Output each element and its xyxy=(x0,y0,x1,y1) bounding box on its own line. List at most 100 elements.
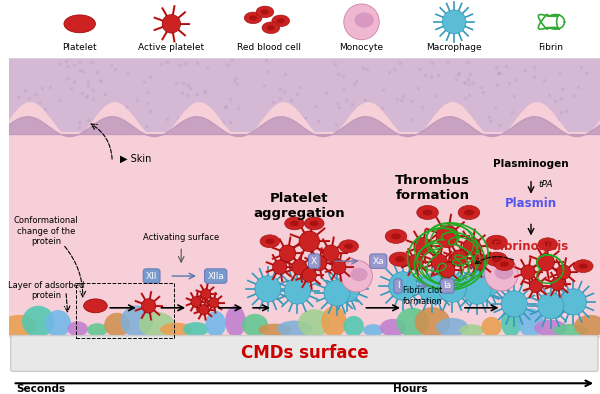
Text: Platelet
aggregation: Platelet aggregation xyxy=(254,191,345,219)
Circle shape xyxy=(471,255,487,270)
Circle shape xyxy=(292,259,307,275)
Ellipse shape xyxy=(397,308,429,337)
Ellipse shape xyxy=(310,221,319,226)
Ellipse shape xyxy=(459,324,485,336)
Ellipse shape xyxy=(272,15,290,27)
Ellipse shape xyxy=(343,316,364,336)
Text: Thrombus
formation: Thrombus formation xyxy=(395,174,470,202)
Text: XII: XII xyxy=(146,271,157,281)
Ellipse shape xyxy=(355,13,374,28)
Ellipse shape xyxy=(83,299,107,313)
Ellipse shape xyxy=(574,260,593,273)
Circle shape xyxy=(451,250,467,266)
Ellipse shape xyxy=(265,238,274,244)
Ellipse shape xyxy=(244,12,262,24)
Circle shape xyxy=(209,298,219,308)
Text: Activating surface: Activating surface xyxy=(143,233,220,242)
Text: Macrophage: Macrophage xyxy=(427,43,482,52)
Circle shape xyxy=(436,225,458,248)
Ellipse shape xyxy=(277,19,285,23)
Circle shape xyxy=(389,272,417,300)
Text: Active platelet: Active platelet xyxy=(138,43,205,52)
Ellipse shape xyxy=(380,319,406,336)
Circle shape xyxy=(438,274,466,302)
Text: CMDs surface: CMDs surface xyxy=(241,344,368,362)
Text: Conformational
change of the
protein: Conformational change of the protein xyxy=(14,216,79,246)
Ellipse shape xyxy=(205,311,226,337)
Circle shape xyxy=(485,257,518,291)
Circle shape xyxy=(280,245,296,262)
Circle shape xyxy=(272,260,287,274)
Ellipse shape xyxy=(501,307,521,337)
Ellipse shape xyxy=(494,258,514,271)
Ellipse shape xyxy=(458,205,480,219)
Text: Xa: Xa xyxy=(373,256,384,266)
Text: XIIa: XIIa xyxy=(207,271,224,281)
Ellipse shape xyxy=(485,235,508,249)
Ellipse shape xyxy=(495,265,513,280)
Text: Monocyte: Monocyte xyxy=(340,43,383,52)
Ellipse shape xyxy=(277,321,312,336)
Circle shape xyxy=(440,262,455,278)
Circle shape xyxy=(334,276,360,302)
Ellipse shape xyxy=(267,25,275,30)
Text: Fibrin clot
formation: Fibrin clot formation xyxy=(403,286,442,306)
Text: Layer of adsorbed
protein: Layer of adsorbed protein xyxy=(8,281,85,300)
Circle shape xyxy=(299,231,320,252)
Circle shape xyxy=(414,238,431,255)
Ellipse shape xyxy=(363,324,383,336)
Ellipse shape xyxy=(579,263,587,269)
Ellipse shape xyxy=(385,229,407,243)
Ellipse shape xyxy=(518,309,544,337)
Ellipse shape xyxy=(45,310,71,337)
Circle shape xyxy=(556,265,571,279)
Ellipse shape xyxy=(350,268,368,281)
Text: X: X xyxy=(311,256,317,266)
Ellipse shape xyxy=(491,256,502,262)
Ellipse shape xyxy=(67,322,88,336)
Ellipse shape xyxy=(183,322,209,336)
Ellipse shape xyxy=(139,312,174,337)
Circle shape xyxy=(255,276,281,302)
Ellipse shape xyxy=(242,314,268,337)
Ellipse shape xyxy=(1,315,37,337)
Ellipse shape xyxy=(538,238,557,251)
Bar xyxy=(76,283,174,338)
Circle shape xyxy=(302,268,316,282)
Ellipse shape xyxy=(22,306,55,337)
Text: Ia: Ia xyxy=(443,281,451,290)
Circle shape xyxy=(521,265,535,279)
Ellipse shape xyxy=(256,6,274,18)
Text: Hours: Hours xyxy=(393,384,428,394)
Ellipse shape xyxy=(64,15,95,33)
Bar xyxy=(9,0,600,58)
Circle shape xyxy=(323,245,339,262)
Ellipse shape xyxy=(249,15,257,20)
Circle shape xyxy=(142,299,156,313)
Circle shape xyxy=(408,255,424,270)
Ellipse shape xyxy=(436,318,468,336)
Circle shape xyxy=(538,293,564,319)
Text: Plasminogen: Plasminogen xyxy=(493,159,569,169)
Ellipse shape xyxy=(87,323,107,336)
Ellipse shape xyxy=(344,243,353,249)
Text: Platelet: Platelet xyxy=(62,43,97,52)
Ellipse shape xyxy=(121,305,153,337)
Bar xyxy=(9,58,600,338)
Ellipse shape xyxy=(160,323,193,336)
Ellipse shape xyxy=(544,242,552,247)
Ellipse shape xyxy=(417,205,439,219)
Ellipse shape xyxy=(259,323,291,336)
Circle shape xyxy=(418,274,446,302)
Ellipse shape xyxy=(339,240,359,253)
Circle shape xyxy=(311,255,327,271)
Circle shape xyxy=(463,276,491,304)
Ellipse shape xyxy=(553,324,588,336)
Circle shape xyxy=(201,289,211,299)
Ellipse shape xyxy=(260,235,280,248)
Circle shape xyxy=(199,305,209,315)
FancyBboxPatch shape xyxy=(11,336,598,372)
Ellipse shape xyxy=(491,239,502,245)
Ellipse shape xyxy=(225,306,245,337)
Ellipse shape xyxy=(415,307,450,337)
